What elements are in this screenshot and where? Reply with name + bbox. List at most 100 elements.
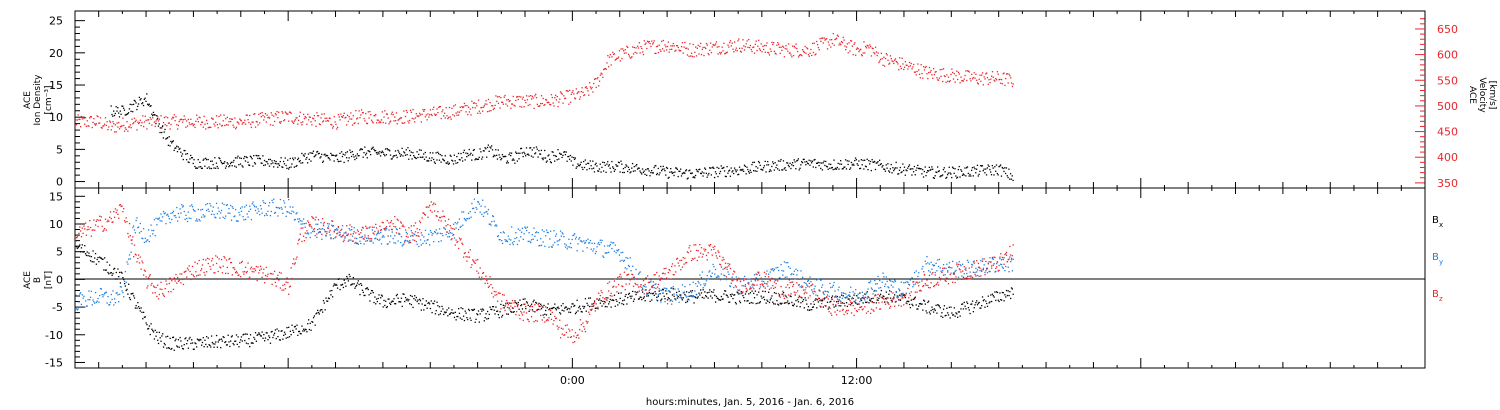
data-point [546,160,548,162]
data-point [672,42,674,45]
data-point [327,120,330,122]
data-point [461,157,463,159]
data-point [397,297,399,299]
data-point [512,95,514,98]
data-point [230,161,233,163]
data-point [218,210,220,213]
data-point [119,285,122,288]
data-point [856,303,858,305]
data-point [204,339,206,341]
data-point [792,281,794,283]
data-point [972,175,974,177]
data-point [884,170,887,172]
data-point [842,292,844,294]
data-point [827,41,829,43]
data-point [319,310,321,312]
data-point [501,242,504,245]
data-point [637,273,640,275]
data-point [709,167,711,169]
data-point [617,161,620,163]
data-point [711,272,713,274]
data-point [126,121,128,123]
data-point [448,162,451,164]
data-point [744,283,747,286]
data-point [803,51,805,54]
data-point [301,220,303,222]
data-point [609,244,611,246]
data-point [172,140,174,142]
data-point [457,152,460,155]
data-point [826,166,829,168]
data-point [321,153,323,156]
data-point [869,160,872,163]
data-point [202,159,204,161]
data-point [257,157,259,160]
data-point [341,225,344,227]
data-point [989,257,991,259]
data-point [390,228,393,231]
data-point [728,170,730,172]
data-point [742,168,744,171]
data-point [692,43,694,46]
data-point [336,232,339,234]
data-point [261,212,263,214]
data-point [791,56,793,58]
data-point [632,170,635,172]
data-point [970,80,972,82]
data-point [806,284,808,286]
data-point [293,120,296,122]
data-point [929,271,931,273]
data-point [132,103,135,106]
data-point [573,158,576,161]
data-point [699,294,701,296]
data-point [185,153,187,155]
data-point [212,343,214,345]
data-point [316,150,319,153]
data-point [169,337,171,340]
data-point [677,295,679,298]
data-point [763,282,766,284]
data-point [489,223,491,225]
data-point [197,208,199,211]
data-point [594,77,597,80]
data-point [879,60,881,62]
data-point [554,155,557,157]
data-point [183,115,185,117]
data-point [583,94,585,97]
data-point [800,302,802,304]
data-point [600,171,602,173]
data-point [296,324,298,326]
data-point [140,98,142,100]
data-point [232,124,234,126]
data-point [481,213,483,216]
data-point [730,295,732,297]
data-point [650,172,652,174]
data-point [872,293,874,295]
data-point [707,278,709,280]
data-point [783,261,786,263]
data-point [906,170,908,172]
data-point [879,286,882,289]
data-point [689,169,691,171]
data-point [511,307,514,309]
data-point [328,223,330,225]
data-point [749,169,751,171]
data-point [992,76,994,78]
data-point [517,98,519,101]
data-point [414,117,417,119]
data-point [1009,256,1011,258]
data-point [329,117,331,119]
data-point [224,341,226,344]
data-point [162,210,165,213]
data-point [648,281,650,284]
data-point [504,305,506,307]
data-point [389,154,392,156]
data-point [911,68,913,70]
data-point [181,153,184,155]
data-point [710,291,713,293]
data-point [104,218,107,220]
data-point [852,297,854,300]
data-point [434,313,437,315]
data-point [202,126,204,128]
data-point [975,73,977,75]
